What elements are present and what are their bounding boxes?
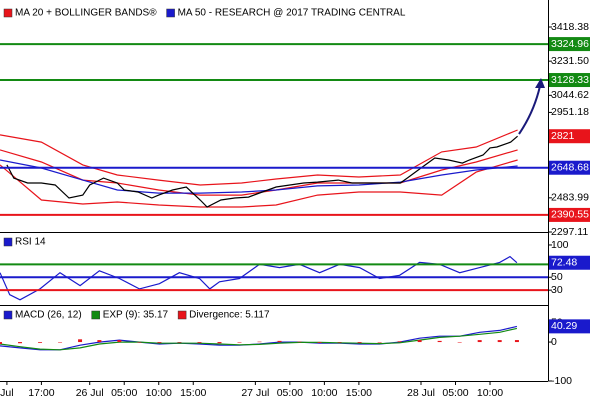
divergence-bar [317,342,322,343]
x-tick-label: 28 Jul [407,387,435,399]
divergence-bar [377,342,382,343]
x-tick-label: Jul [0,387,13,399]
value-box-label: 40.29 [551,320,577,332]
value-box [549,129,590,144]
divergence-bar [97,340,102,343]
divergence-bar [437,340,442,343]
value-box-label: 3128.33 [551,74,589,86]
divergence-bar [514,340,519,343]
divergence-bar [297,341,302,343]
y-tick-label: -100 [551,375,572,387]
legend-label: MA 20 + BOLLINGER BANDS® [15,8,157,19]
value-box-label: 72.48 [551,257,577,269]
value-box-label: 2648.68 [551,162,589,174]
y-tick-label: 3231.50 [551,55,589,67]
y-tick-label: 3044.62 [551,89,589,101]
legend-swatch [3,8,13,18]
value-box [549,207,590,222]
divergence-bar [357,342,362,343]
legend-swatch [3,310,13,320]
divergence-bar [397,341,402,343]
x-tick-label: 17:00 [28,387,54,399]
value-box [549,160,590,175]
x-tick-label: 05:00 [442,387,468,399]
x-tick-label: 26 Jul [76,387,104,399]
legend-swatch [177,310,187,320]
y-tick-label: 30 [551,284,563,296]
y-tick-label: 100 [551,239,569,251]
value-box [549,255,590,270]
series-line [0,327,518,351]
divergence-bar [137,342,142,343]
x-tick-label: 15:00 [180,387,206,399]
legend: MA 20 + BOLLINGER BANDS® MA 50 - RESEARCH… [3,8,406,19]
band-line [6,135,518,208]
value-box-label: 3324.96 [551,38,589,50]
divergence-bar [58,342,63,343]
x-tick-label: 05:00 [111,387,137,399]
legend-swatch [91,310,100,320]
arrow [518,85,541,135]
legend-label: RSI 14 [15,237,46,248]
x-tick-label: 10:00 [146,387,172,399]
series-line [0,149,518,196]
divergence-bar [497,340,502,343]
divergence-bar [457,342,462,343]
series-line [0,159,518,194]
value-box [549,73,590,88]
y-tick-label: 0 [551,336,557,348]
divergence-bar [337,342,342,343]
divergence-bar [117,340,122,343]
value-box-label: 2390.55 [551,209,589,221]
divergence-bar [477,340,482,343]
value-box-label: 2821 [551,130,575,142]
divergence-bar [277,340,282,343]
divergence-bar [217,342,222,344]
y-tick-label: 50 [551,271,563,283]
y-tick-label: 2483.99 [551,192,589,204]
x-tick-label: 15:00 [346,387,372,399]
series-line [0,255,518,301]
legend-label: MA 50 - RESEARCH @ 2017 TRADING CENTRAL [178,8,406,19]
y-tick-label: 2951.18 [551,106,589,118]
divergence-bar [177,342,182,343]
divergence-bar [78,339,83,343]
divergence-bar [38,342,43,343]
divergence-bar [0,342,2,344]
arrow-head [535,78,545,88]
divergence-bar [18,342,23,344]
x-tick-label: 10:00 [477,387,503,399]
value-box [549,37,590,52]
divergence-bar [257,341,262,343]
divergence-bar [197,342,202,343]
divergence-bar [417,340,422,343]
x-tick-label: 05:00 [277,387,303,399]
value-box [549,319,590,334]
legend: MACD (26, 12) EXP (9): 35.17 Divergence: 5… [3,310,270,321]
legend-label: MACD (26, 12) [15,310,82,321]
legend-label: Divergence: 5.117 [189,310,270,321]
panel: 3418.38 3231.50 3044.62 2951.18 2483.99 2297.… [0,21,589,238]
y-tick-label: 3418.38 [551,21,589,33]
legend: RSI 14 [3,237,46,248]
legend-swatch [166,8,175,18]
divergence-bar [237,342,242,343]
band-line [0,129,518,186]
x-tick-label: 27 Jul [241,387,269,399]
legend-swatch [3,237,13,247]
divergence-bar [157,342,162,343]
y-tick-label: 2297.11 [551,226,588,238]
legend-label: EXP (9): 35.17 [103,310,169,321]
band-line [0,159,518,208]
x-tick-label: 10:00 [311,387,337,399]
